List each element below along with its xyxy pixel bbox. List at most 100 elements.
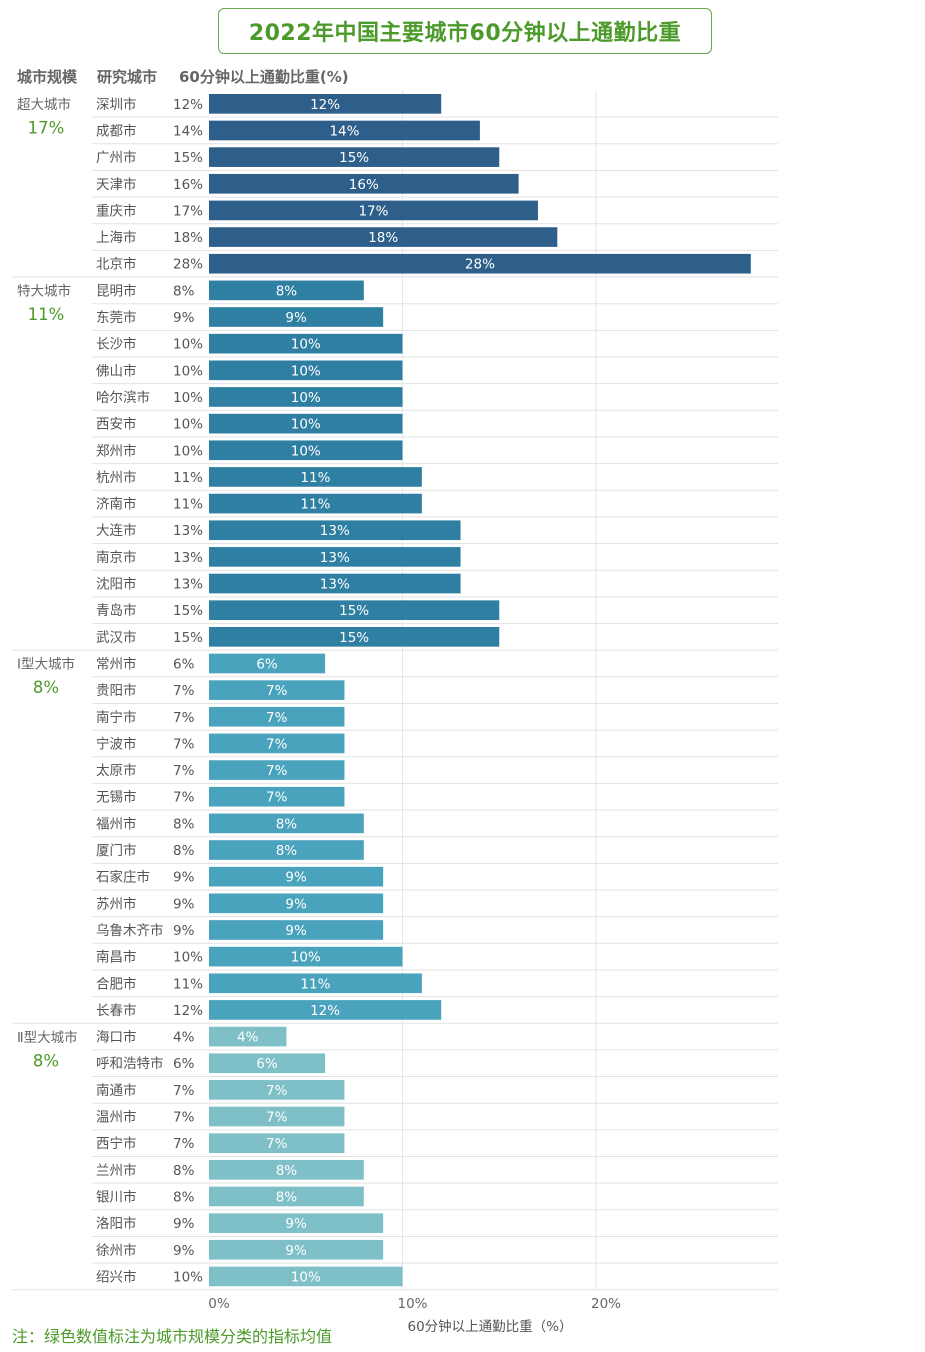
bar xyxy=(209,227,558,247)
x-tick-label: 20% xyxy=(591,1296,621,1312)
bar xyxy=(209,893,384,914)
value-label: 9% xyxy=(173,1243,195,1259)
city-label: 石家庄市 xyxy=(96,869,150,886)
value-label: 7% xyxy=(173,1110,195,1126)
value-label: 8% xyxy=(173,283,195,299)
bar xyxy=(209,813,364,834)
city-label: 南京市 xyxy=(96,549,137,566)
bar-data-label: 12% xyxy=(310,1003,340,1019)
group-label: Ⅱ型大城市 xyxy=(17,1029,78,1046)
bar-data-label: 6% xyxy=(256,1056,278,1072)
bar xyxy=(209,920,384,940)
value-label: 10% xyxy=(173,443,203,459)
city-label: 武汉市 xyxy=(96,629,137,646)
bar xyxy=(209,653,326,674)
bar-data-label: 15% xyxy=(339,603,369,619)
bar xyxy=(209,706,345,727)
header-city: 研究城市 xyxy=(97,68,158,86)
bar xyxy=(209,493,422,514)
bar-data-label: 10% xyxy=(291,337,321,353)
value-label: 28% xyxy=(173,257,203,273)
value-label: 17% xyxy=(173,203,203,219)
bar-data-label: 17% xyxy=(358,203,388,219)
city-label: 佛山市 xyxy=(96,362,137,379)
city-label: 乌鲁木齐市 xyxy=(96,922,164,939)
city-label: 西安市 xyxy=(96,416,137,433)
group-average: 17% xyxy=(28,119,65,138)
bar-data-label: 18% xyxy=(368,230,398,246)
bar-data-label: 10% xyxy=(291,417,321,433)
value-label: 11% xyxy=(173,976,203,992)
bar xyxy=(209,840,364,860)
bar xyxy=(209,1133,345,1153)
value-label: 11% xyxy=(173,497,203,513)
value-label: 7% xyxy=(173,790,195,806)
bar xyxy=(209,387,403,407)
value-label: 7% xyxy=(173,763,195,779)
bar xyxy=(209,1213,384,1233)
bar-data-label: 10% xyxy=(291,1269,321,1285)
city-label: 太原市 xyxy=(96,762,137,779)
bar-data-label: 12% xyxy=(310,97,340,113)
value-label: 9% xyxy=(173,310,195,326)
bar-data-label: 11% xyxy=(300,976,330,992)
bar xyxy=(209,440,403,461)
bar-data-label: 7% xyxy=(266,683,288,699)
x-tick-label: 10% xyxy=(397,1296,427,1312)
bar-data-label: 7% xyxy=(266,790,288,806)
bar-data-label: 4% xyxy=(237,1030,259,1046)
bar-data-label: 7% xyxy=(266,1110,288,1126)
x-axis-label: 60分钟以上通勤比重（%） xyxy=(407,1318,572,1335)
bar-data-label: 10% xyxy=(291,443,321,459)
bar xyxy=(209,573,461,594)
city-label: 济南市 xyxy=(96,496,137,513)
bar-data-label: 7% xyxy=(266,763,288,779)
bar xyxy=(209,733,345,754)
bar-data-label: 15% xyxy=(339,630,369,646)
bar xyxy=(209,760,345,780)
city-label: 南昌市 xyxy=(96,949,137,966)
header-metric: 60分钟以上通勤比重(%) xyxy=(179,68,349,86)
bar-data-label: 10% xyxy=(291,390,321,406)
value-label: 10% xyxy=(173,390,203,406)
city-label: 福州市 xyxy=(96,815,137,832)
city-label: 银川市 xyxy=(96,1188,137,1205)
bar xyxy=(209,280,364,301)
value-label: 7% xyxy=(173,710,195,726)
city-label: 哈尔滨市 xyxy=(96,389,150,406)
bar-data-label: 8% xyxy=(276,843,298,859)
bar xyxy=(209,973,422,994)
bar-data-label: 7% xyxy=(266,1136,288,1152)
bar xyxy=(209,360,403,381)
bar-data-label: 9% xyxy=(285,923,307,939)
city-label: 南通市 xyxy=(96,1082,137,1099)
value-label: 15% xyxy=(173,603,203,619)
bar xyxy=(209,253,751,274)
bar xyxy=(209,413,403,434)
value-label: 6% xyxy=(173,656,195,672)
city-label: 长春市 xyxy=(96,1002,137,1019)
bar xyxy=(209,173,519,194)
city-label: 昆明市 xyxy=(96,282,137,299)
city-label: 温州市 xyxy=(96,1109,137,1126)
value-label: 7% xyxy=(173,1083,195,1099)
value-label: 11% xyxy=(173,470,203,486)
city-label: 西宁市 xyxy=(96,1135,137,1152)
group-average: 8% xyxy=(33,1051,59,1070)
city-label: 宁波市 xyxy=(96,735,137,752)
bar-data-label: 9% xyxy=(285,896,307,912)
city-label: 上海市 xyxy=(96,229,137,246)
bar xyxy=(209,1080,345,1100)
bar xyxy=(209,1053,326,1074)
bar-data-label: 9% xyxy=(285,1243,307,1259)
bar xyxy=(209,1106,345,1127)
value-label: 9% xyxy=(173,1216,195,1232)
bar-data-label: 10% xyxy=(291,950,321,966)
bar xyxy=(209,467,422,487)
group-average: 8% xyxy=(33,678,59,697)
header-scale: 城市规模 xyxy=(17,68,78,86)
bar-data-label: 6% xyxy=(256,656,278,672)
bar xyxy=(209,1266,403,1287)
bar-data-label: 8% xyxy=(276,1189,298,1205)
